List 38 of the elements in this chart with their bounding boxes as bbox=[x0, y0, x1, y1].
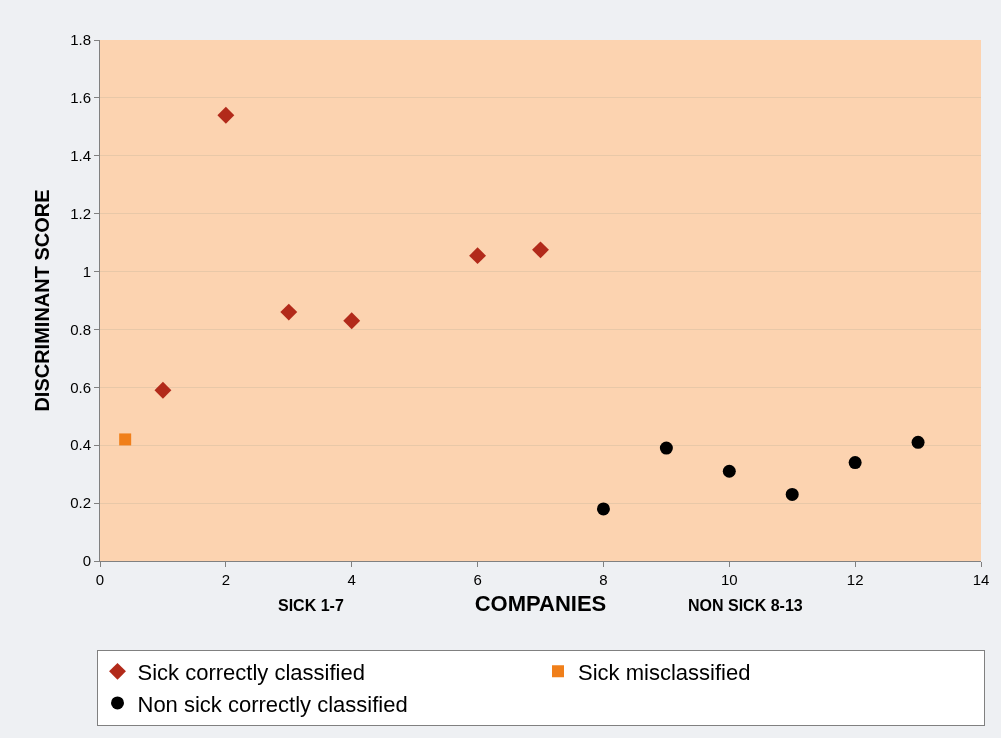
y-tick-label: 0 bbox=[82, 552, 91, 570]
legend-label: Sick misclassified bbox=[578, 659, 751, 685]
point bbox=[722, 464, 736, 478]
x-tick-label: 4 bbox=[347, 571, 356, 588]
y-axis-title: DISCRIMINANT SCORE bbox=[30, 189, 53, 412]
legend-label: Non sick correctly classified bbox=[137, 691, 408, 717]
x-tick-label: 2 bbox=[221, 571, 231, 588]
y-tick-label: 0.4 bbox=[70, 436, 91, 454]
legend-label: Sick correctly classified bbox=[137, 659, 365, 685]
x-tick-label: 6 bbox=[473, 571, 482, 588]
y-tick-label: 0.8 bbox=[70, 320, 91, 338]
x-tick-label: 14 bbox=[972, 571, 990, 588]
x-tick-label: 12 bbox=[846, 571, 864, 588]
y-tick-label: 1.6 bbox=[70, 89, 91, 107]
y-tick-label: 0.2 bbox=[70, 494, 91, 512]
point bbox=[659, 441, 673, 455]
point bbox=[848, 456, 862, 470]
y-tick-label: 0.6 bbox=[70, 378, 91, 396]
point bbox=[532, 241, 549, 259]
point bbox=[154, 381, 172, 399]
point bbox=[469, 247, 487, 265]
point bbox=[343, 312, 361, 330]
point bbox=[217, 106, 235, 124]
x-axis-title: COMPANIES bbox=[474, 590, 607, 616]
x-tick-label: 8 bbox=[599, 571, 608, 588]
point bbox=[785, 487, 799, 501]
y-tick-label: 1 bbox=[82, 262, 91, 280]
point bbox=[280, 303, 298, 321]
x-tick-label: 10 bbox=[720, 571, 738, 588]
y-tick-label: 1.2 bbox=[70, 204, 91, 222]
text: NON SICK 8-13 bbox=[688, 597, 803, 614]
y-tick-label: 1.4 bbox=[70, 147, 91, 165]
point bbox=[911, 435, 925, 449]
text: SICK 1-7 bbox=[278, 597, 344, 614]
x-tick-label: 0 bbox=[95, 571, 105, 588]
point bbox=[119, 433, 132, 446]
y-tick-label: 1.8 bbox=[70, 31, 91, 49]
point bbox=[596, 502, 610, 516]
